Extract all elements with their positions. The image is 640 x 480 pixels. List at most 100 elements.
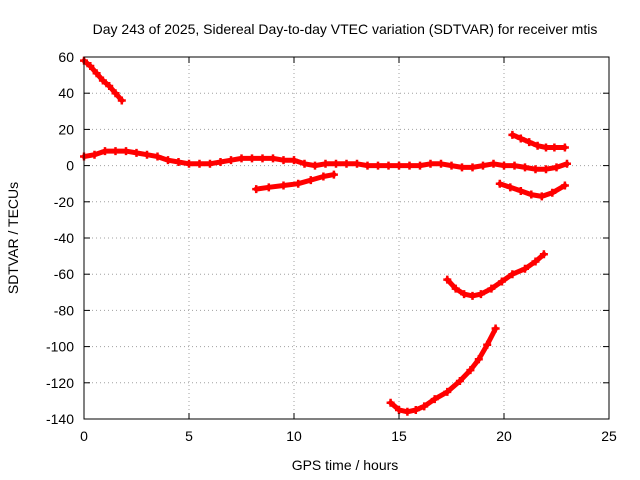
data-point (279, 181, 288, 190)
y-tick-label: -140 (46, 411, 74, 427)
data-point (227, 156, 235, 165)
data-point (458, 163, 466, 172)
data-point (279, 156, 288, 165)
data-point (460, 290, 469, 299)
series-arc-4 (508, 130, 569, 152)
data-point (537, 192, 546, 201)
data-point (420, 402, 429, 411)
data-point (311, 161, 319, 170)
data-point (542, 143, 550, 152)
data-point (491, 324, 500, 333)
data-point (117, 96, 126, 105)
data-point (516, 134, 525, 143)
data-point (521, 163, 529, 172)
data-point (487, 284, 496, 293)
data-point (443, 387, 452, 396)
y-tick-label: -20 (54, 194, 74, 210)
data-point (321, 159, 330, 168)
y-tick-label: -40 (54, 230, 74, 246)
data-point (527, 190, 536, 199)
data-point (500, 161, 508, 170)
data-point (98, 76, 107, 85)
data-point (143, 150, 151, 159)
data-point (111, 147, 120, 156)
data-point (531, 257, 540, 266)
y-tick-label: -80 (54, 302, 74, 318)
data-point (395, 405, 403, 414)
tick-layer: 0 5 10 15 20 25 -140 -120 -100 -80 -60 -40 -20 0 20 40 6… (46, 49, 617, 444)
data-point (411, 405, 420, 414)
data-point (437, 159, 445, 168)
data-point (206, 159, 214, 168)
data-point (294, 179, 303, 188)
data-point (443, 275, 452, 284)
data-point (319, 172, 328, 181)
data-point (560, 143, 569, 152)
data-point (525, 138, 534, 147)
data-point (329, 170, 338, 179)
data-point (508, 130, 517, 139)
data-point (264, 183, 273, 192)
data-point (174, 157, 183, 166)
data-point (533, 141, 542, 150)
series-arc-7 (386, 324, 500, 416)
data-point (563, 159, 571, 168)
data-point (531, 165, 540, 174)
data-point (516, 186, 525, 195)
data-point (269, 154, 277, 163)
series-arc-6 (443, 250, 548, 300)
data-point (416, 161, 424, 170)
x-tick-label: 20 (496, 428, 512, 444)
data-point (560, 181, 569, 190)
data-point (468, 291, 477, 300)
y-tick-label: -60 (54, 266, 74, 282)
data-point (164, 156, 172, 165)
data-point (353, 159, 361, 168)
data-point (92, 69, 101, 78)
data-point (506, 183, 515, 192)
data-point (395, 161, 403, 170)
y-tick-label: -120 (46, 375, 74, 391)
y-tick-label: 40 (58, 85, 74, 101)
data-point (479, 161, 487, 170)
data-point (132, 148, 141, 157)
data-point (497, 277, 506, 286)
series-arc-5 (495, 179, 569, 201)
y-tick-label: 20 (58, 121, 74, 137)
data-point (550, 143, 559, 152)
data-point (403, 407, 412, 416)
x-tick-label: 15 (391, 428, 407, 444)
data-point (508, 270, 517, 279)
data-point (474, 355, 483, 364)
data-point (476, 290, 485, 299)
data-point (447, 161, 456, 170)
data-point (258, 154, 267, 163)
series-arc-1 (80, 56, 126, 105)
data-point (374, 161, 382, 170)
data-point (405, 161, 414, 170)
grid-layer (84, 57, 609, 419)
x-tick-label: 5 (185, 428, 193, 444)
series-arc-3 (252, 170, 338, 194)
data-point (521, 264, 529, 273)
data-point (300, 159, 309, 168)
x-tick-label: 25 (601, 428, 617, 444)
data-point (248, 154, 256, 163)
data-point (290, 156, 298, 165)
y-axis-label: SDTVAR / TECUs (5, 182, 21, 294)
data-point (153, 152, 162, 161)
data-point (105, 81, 114, 90)
data-point (90, 150, 99, 159)
data-point (489, 159, 498, 168)
data-point (122, 147, 130, 156)
data-point (252, 185, 261, 194)
y-tick-label: 60 (58, 49, 74, 65)
x-tick-label: 0 (80, 428, 88, 444)
data-point (216, 157, 225, 166)
y-tick-label: -100 (46, 339, 74, 355)
data-point (552, 163, 561, 172)
data-point (548, 188, 557, 197)
data-point (237, 154, 246, 163)
data-point (510, 161, 519, 170)
